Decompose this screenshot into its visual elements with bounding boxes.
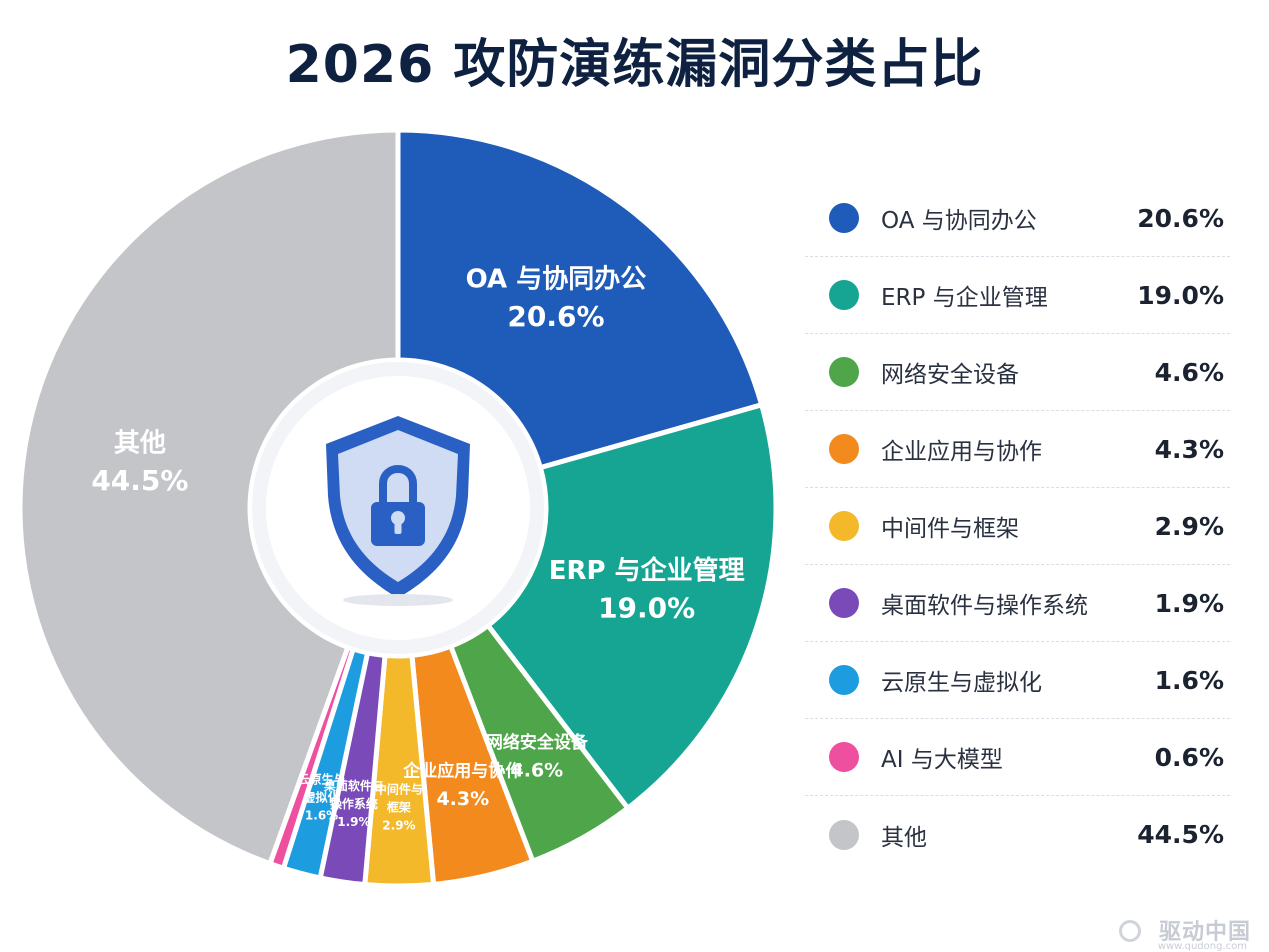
legend-value: 2.9% [1154,511,1224,541]
slice-value-label: 19.0% [598,592,695,625]
legend-swatch [829,588,859,618]
slice-name-label: 虚拟化 [304,790,340,805]
legend-swatch [829,203,859,233]
slice-value-label: 1.9% [337,815,370,829]
legend-swatch [829,742,859,772]
slice-name-label: 中间件与 [375,781,423,796]
slice-name-label: 网络安全设备 [486,732,589,753]
legend-swatch [829,434,859,464]
legend-value: 4.3% [1154,434,1224,464]
slice-value-label: 44.5% [91,464,188,497]
legend-swatch [829,819,859,850]
chart-title: 2026 攻防演练漏洞分类占比 [285,35,984,95]
legend-label: AI 与大模型 [881,747,1003,773]
legend-swatch [829,280,859,310]
center-badge [252,362,544,654]
slice-name-label: 其他 [114,428,166,458]
legend-label: 桌面软件与操作系统 [881,593,1088,619]
legend-item: 企业应用与协作 4.3% [805,411,1230,488]
slice-value-label: 1.6% [305,809,338,823]
legend-label: 其他 [881,824,927,851]
legend-swatch [829,357,859,387]
shield-lock-icon [326,416,470,598]
slice-name-label: 企业应用与协作 [402,761,522,782]
legend-item: 网络安全设备 4.6% [805,334,1230,411]
legend-item: 桌面软件与操作系统 1.9% [805,565,1230,642]
legend-item: AI 与大模型 0.6% [805,719,1230,796]
legend-swatch [829,665,859,695]
legend-label: 云原生与虚拟化 [881,670,1042,696]
legend-value: 1.6% [1154,665,1224,695]
legend-swatch [829,511,859,541]
legend-value: 19.0% [1137,280,1224,310]
shield-shadow [343,594,453,606]
slice-value-label: 2.9% [382,818,415,832]
legend-value: 0.6% [1154,742,1224,772]
watermark-url: www.qudong.com [1157,941,1247,952]
slice-value-label: 20.6% [507,300,604,333]
legend-item: 云原生与虚拟化 1.6% [805,642,1230,719]
legend-item: ERP 与企业管理 19.0% [805,257,1230,334]
watermark-logo-icon [1119,920,1141,942]
slice-name-label: ERP 与企业管理 [549,555,745,586]
slice-name-label: OA 与协同办公 [466,264,647,294]
slice-value-label: 4.3% [436,788,489,810]
slice-name-label: 云原生与 [298,772,346,787]
legend-value: 1.9% [1154,588,1224,618]
legend-label: ERP 与企业管理 [881,285,1048,311]
legend-label: 企业应用与协作 [881,439,1042,465]
legend-label: OA 与协同办公 [881,208,1037,234]
pie-slice-0 [395,127,765,471]
slice-value-label: 4.6% [511,759,564,781]
pie-slice-8 [17,127,401,867]
pie-slice-1 [485,402,779,811]
chart-legend: OA 与协同办公 20.6% ERP 与企业管理 19.0% 网络安全设备 4.6% 企业应… [805,180,1230,873]
legend-item: 中间件与框架 2.9% [805,488,1230,565]
legend-value: 20.6% [1137,203,1224,233]
legend-label: 中间件与框架 [881,516,1019,542]
legend-value: 44.5% [1137,820,1224,849]
slices-group [17,127,779,889]
slice-name-label: 桌面软件与 [323,778,384,793]
slice-labels-group: OA 与协同办公 20.6% ERP 与企业管理 19.0% 网络安全设备 4.6%企业应… [91,264,744,832]
legend-label: 网络安全设备 [881,362,1019,388]
legend-value: 4.6% [1154,357,1224,387]
slice-name-label: 操作系统 [330,796,378,811]
legend-item: OA 与协同办公 20.6% [805,180,1230,257]
legend-item: 其他 44.5% [805,796,1230,873]
slice-name-label: 框架 [387,799,411,814]
watermark-text: 驱动中国 [1158,920,1251,945]
